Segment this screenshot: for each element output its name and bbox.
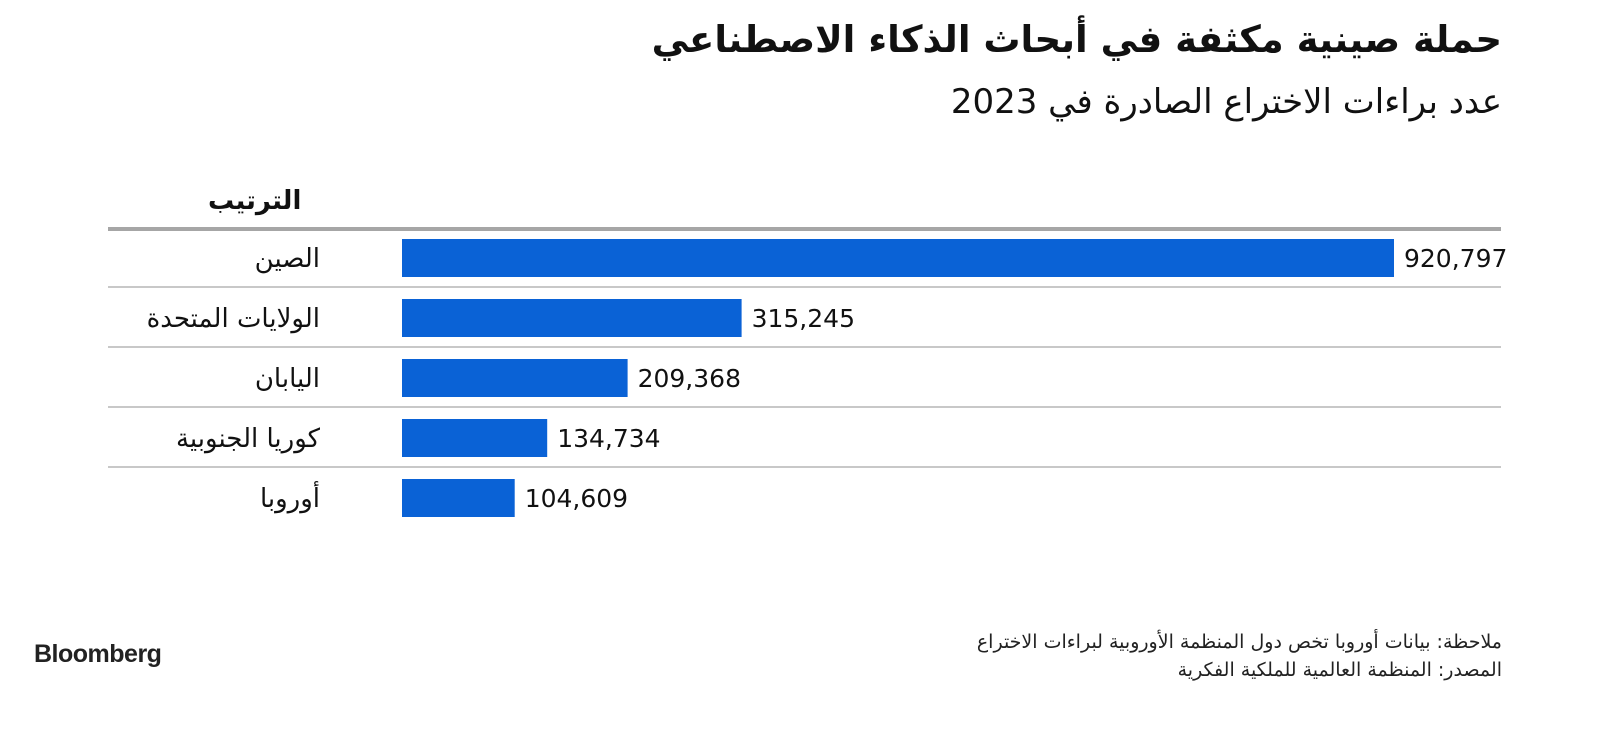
bar-value-label: 134,734 (557, 424, 660, 453)
category-label: اليابان (255, 364, 320, 394)
bar-value-label: 104,609 (525, 484, 628, 513)
chart-source: المصدر: المنظمة العالمية للملكية الفكرية (1177, 659, 1502, 681)
bloomberg-logo: Bloomberg (34, 640, 162, 668)
category-label: الولايات المتحدة (147, 304, 320, 334)
bar-rows: 920,797 الصين 315,245 الولايات المتحدة 209,3… (108, 239, 1507, 517)
bar-value-label: 315,245 (752, 304, 855, 333)
category-label: الصين (255, 244, 320, 274)
column-header: الترتيب (208, 186, 301, 216)
chart-subtitle: عدد براءات الاختراع الصادرة في 2023 (950, 82, 1502, 122)
category-label: كوريا الجنوبية (176, 424, 321, 454)
chart-note: ملاحظة: بيانات أوروبا تخص دول المنظمة ال… (976, 631, 1502, 653)
bar-value-label: 920,797 (1404, 244, 1507, 273)
bar (402, 299, 742, 337)
bar (402, 359, 628, 397)
category-label: أوروبا (260, 480, 320, 514)
bar (402, 419, 548, 457)
chart-title: حملة صينية مكثفة في أبحاث الذكاء الاصطنا… (651, 18, 1502, 61)
bar (402, 239, 1394, 277)
bar-value-label: 209,368 (638, 364, 741, 393)
bar (402, 479, 515, 517)
